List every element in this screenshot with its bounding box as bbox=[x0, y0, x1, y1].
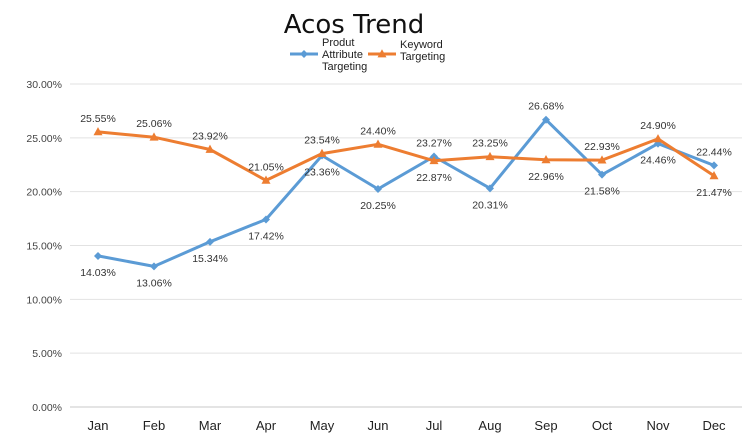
data-label-keyword: 23.54% bbox=[304, 135, 340, 147]
data-label-keyword: 25.06% bbox=[136, 118, 172, 130]
series-line bbox=[96, 118, 716, 268]
x-tick-label: Jun bbox=[368, 418, 389, 433]
x-tick-label: Sep bbox=[534, 418, 557, 433]
legend-label: Keyword bbox=[400, 39, 443, 51]
triangle-marker bbox=[373, 139, 383, 148]
data-label-keyword: 23.25% bbox=[472, 138, 508, 150]
data-label-product-attribute: 26.68% bbox=[528, 101, 564, 113]
diamond-marker bbox=[486, 184, 494, 193]
x-tick-label: Apr bbox=[256, 418, 277, 433]
data-label-product-attribute: 17.42% bbox=[248, 230, 284, 242]
data-label-keyword: 24.40% bbox=[360, 125, 396, 137]
diamond-marker bbox=[300, 50, 308, 58]
data-labels: 14.03% 25.55% 13.06% 25.06% 15.34% 23.92% 17.4… bbox=[80, 101, 732, 290]
data-label-product-attribute: 24.46% bbox=[640, 155, 676, 167]
triangle-marker bbox=[709, 171, 719, 180]
data-label-keyword: 21.05% bbox=[248, 161, 284, 173]
data-label-product-attribute: 22.44% bbox=[696, 146, 732, 158]
data-label-keyword: 22.96% bbox=[528, 171, 564, 183]
data-label-keyword: 22.87% bbox=[416, 172, 452, 184]
series-keyword-targeting bbox=[93, 127, 719, 184]
triangle-marker bbox=[429, 155, 439, 165]
x-tick-label: Jul bbox=[426, 418, 443, 433]
triangle-marker bbox=[261, 175, 271, 184]
triangle-marker bbox=[377, 49, 387, 58]
data-label-keyword: 24.90% bbox=[640, 120, 676, 132]
x-axis: Jan Feb Mar Apr May Jun Jul Aug Sep Oct Nov Dec bbox=[88, 418, 727, 433]
chart-title: Acos Trend bbox=[284, 10, 425, 40]
data-label-product-attribute: 15.34% bbox=[192, 253, 228, 265]
diamond-marker bbox=[542, 115, 550, 124]
data-label-product-attribute: 21.58% bbox=[584, 186, 620, 198]
x-tick-label: Feb bbox=[143, 418, 165, 433]
y-tick-label: 30.00% bbox=[26, 79, 62, 91]
legend-label: Targeting bbox=[400, 51, 445, 63]
data-label-keyword: 22.93% bbox=[584, 141, 620, 153]
triangle-marker bbox=[653, 134, 663, 143]
triangle-marker bbox=[317, 148, 327, 157]
diamond-marker bbox=[710, 161, 718, 170]
series-line bbox=[96, 130, 716, 182]
diamond-marker bbox=[206, 237, 214, 246]
legend-label: Produt bbox=[322, 37, 354, 49]
x-tick-label: May bbox=[310, 418, 335, 433]
data-label-product-attribute: 20.31% bbox=[472, 199, 508, 211]
diamond-marker bbox=[262, 215, 270, 224]
x-tick-label: Jan bbox=[88, 418, 109, 433]
x-tick-label: Aug bbox=[478, 418, 501, 433]
diamond-marker bbox=[374, 184, 382, 193]
diamond-marker bbox=[150, 262, 158, 271]
triangle-marker bbox=[205, 144, 215, 153]
data-label-product-attribute: 13.06% bbox=[136, 277, 172, 289]
data-label-keyword: 21.47% bbox=[696, 187, 732, 199]
data-label-product-attribute: 14.03% bbox=[80, 267, 116, 279]
triangle-marker bbox=[149, 132, 159, 141]
data-label-product-attribute: 23.27% bbox=[416, 137, 452, 149]
gridlines bbox=[70, 83, 742, 408]
y-tick-label: 20.00% bbox=[26, 187, 62, 199]
y-tick-label: 15.00% bbox=[26, 241, 62, 253]
data-label-keyword: 25.55% bbox=[80, 113, 116, 125]
y-tick-label: 0.00% bbox=[32, 402, 62, 414]
x-tick-label: Dec bbox=[702, 418, 726, 433]
legend-label: Targeting bbox=[322, 61, 367, 73]
series-layer bbox=[93, 115, 719, 271]
x-tick-label: Nov bbox=[646, 418, 670, 433]
series-product-attribute-targeting bbox=[94, 115, 718, 271]
y-tick-label: 25.00% bbox=[26, 133, 62, 145]
x-tick-label: Oct bbox=[592, 418, 613, 433]
y-tick-label: 5.00% bbox=[32, 348, 62, 360]
triangle-marker bbox=[541, 154, 551, 164]
data-label-product-attribute: 20.25% bbox=[360, 200, 396, 212]
data-label-product-attribute: 23.36% bbox=[304, 166, 340, 178]
y-axis: 0.00% 5.00% 10.00% 15.00% 20.00% 25.00% 30.00% bbox=[26, 79, 62, 414]
diamond-marker bbox=[94, 251, 102, 260]
triangle-marker bbox=[597, 155, 607, 164]
diamond-marker bbox=[598, 170, 606, 179]
triangle-marker bbox=[485, 151, 495, 161]
legend-label: Attribute bbox=[322, 49, 363, 61]
x-tick-label: Mar bbox=[199, 418, 222, 433]
data-label-keyword: 23.92% bbox=[192, 130, 228, 142]
triangle-marker bbox=[93, 127, 103, 136]
y-tick-label: 10.00% bbox=[26, 294, 62, 306]
